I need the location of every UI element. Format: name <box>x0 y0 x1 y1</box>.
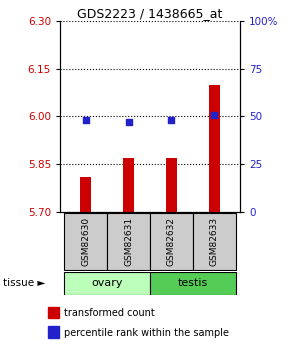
Text: GSM82630: GSM82630 <box>81 217 90 266</box>
Bar <box>107 213 150 270</box>
Bar <box>166 158 177 212</box>
Text: percentile rank within the sample: percentile rank within the sample <box>64 328 229 338</box>
Point <box>126 119 131 125</box>
Text: GSM82633: GSM82633 <box>210 217 219 266</box>
Bar <box>150 272 236 295</box>
Point <box>212 112 217 117</box>
Text: tissue ►: tissue ► <box>3 278 45 288</box>
Text: GSM82631: GSM82631 <box>124 217 133 266</box>
Bar <box>80 177 91 212</box>
Text: transformed count: transformed count <box>64 308 155 318</box>
Point <box>83 118 88 123</box>
Bar <box>150 213 193 270</box>
Text: testis: testis <box>178 278 208 288</box>
Point <box>169 118 174 123</box>
Bar <box>64 272 150 295</box>
Text: ovary: ovary <box>92 278 123 288</box>
Bar <box>48 326 59 337</box>
Text: GSM82632: GSM82632 <box>167 217 176 266</box>
Bar <box>193 213 236 270</box>
Title: GDS2223 / 1438665_at: GDS2223 / 1438665_at <box>77 7 223 20</box>
Bar <box>48 307 59 318</box>
Bar <box>64 213 107 270</box>
Bar <box>123 158 134 212</box>
Bar <box>209 85 220 212</box>
